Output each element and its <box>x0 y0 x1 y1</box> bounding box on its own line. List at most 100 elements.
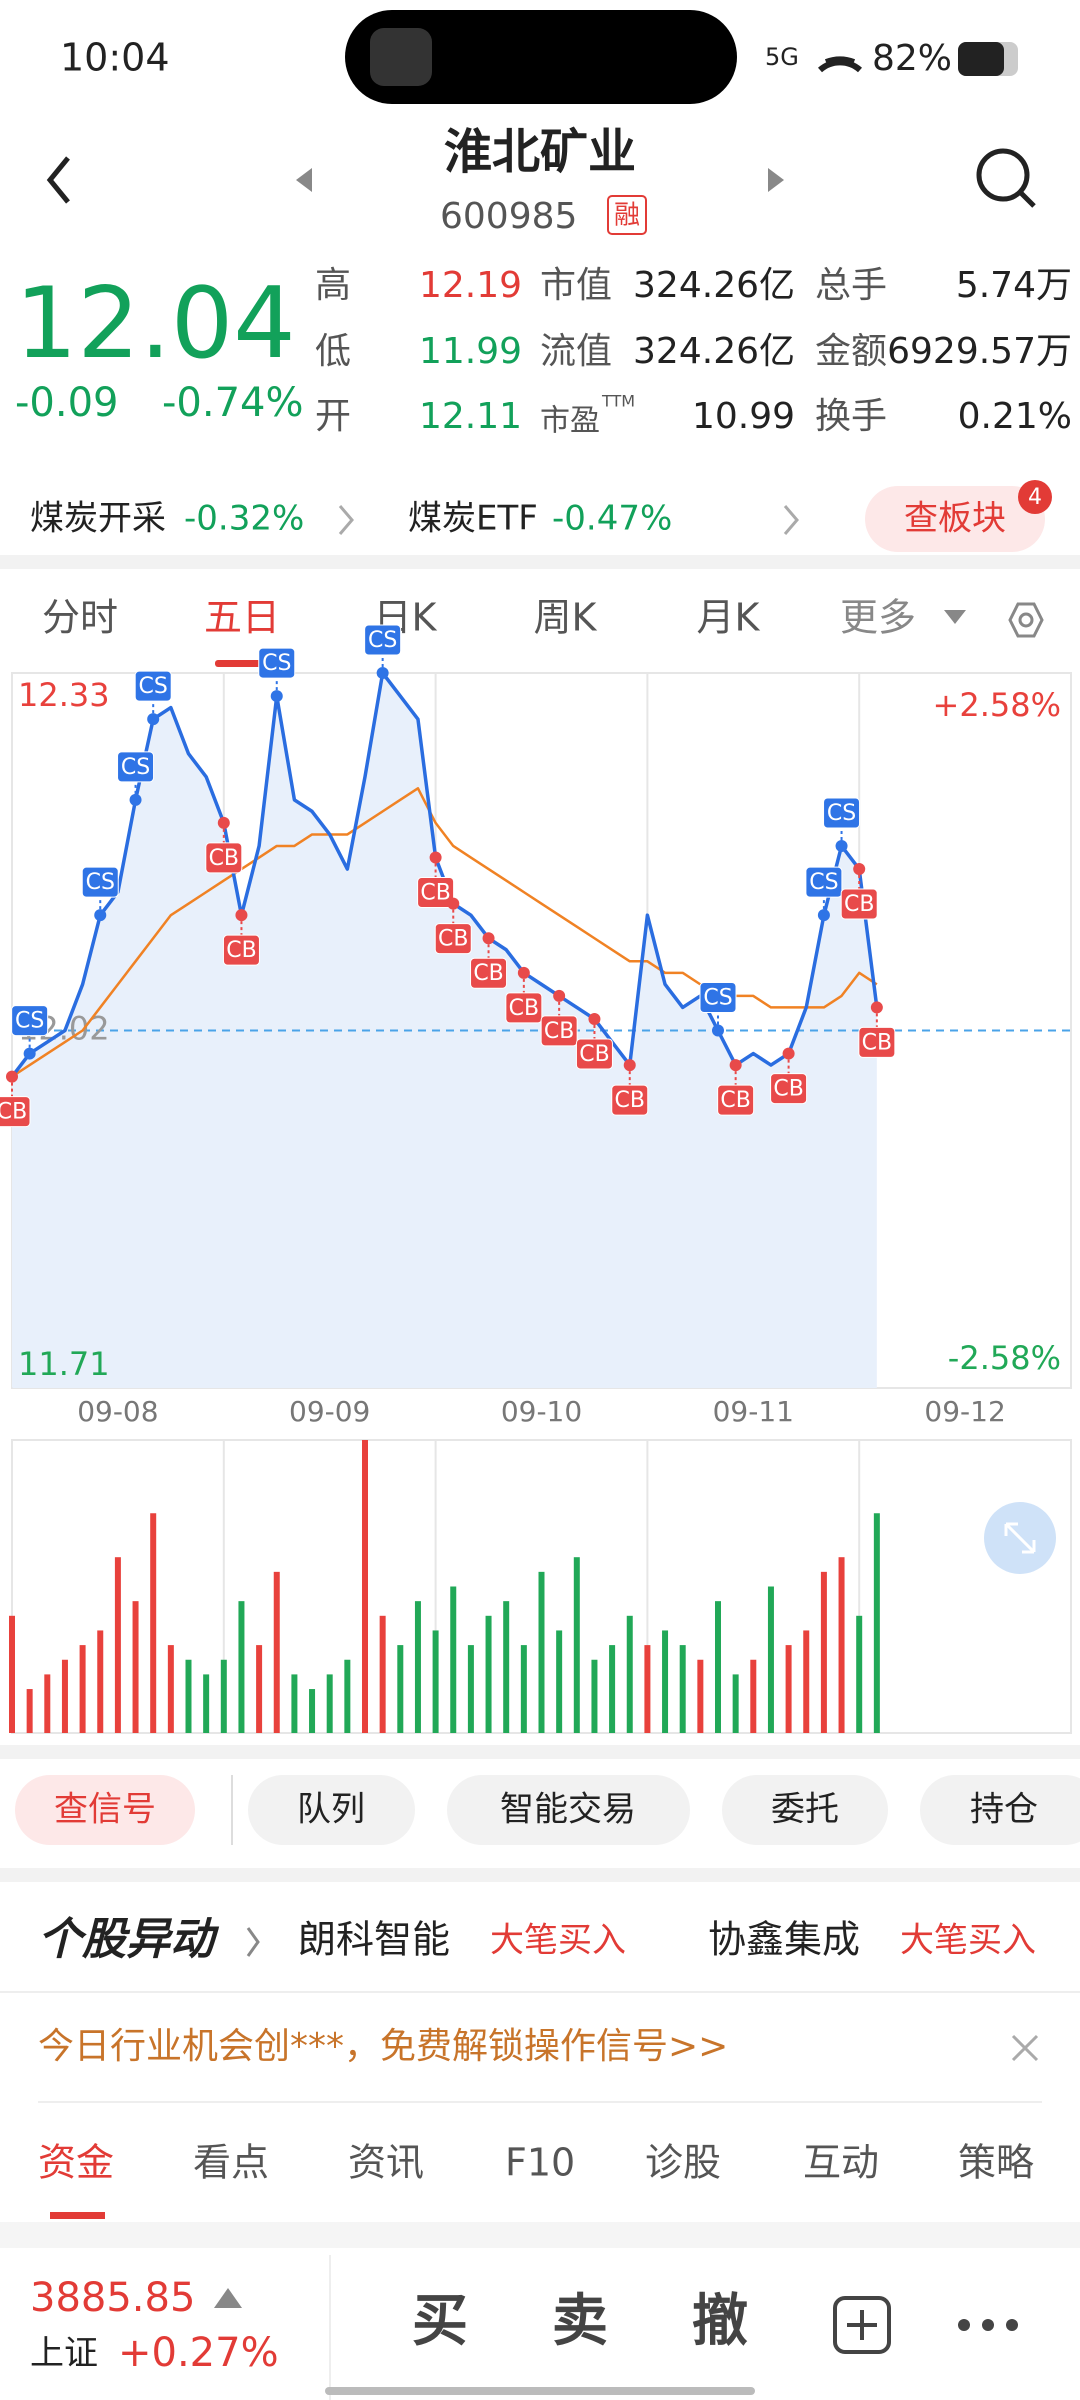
alert-event: 大笔买入 <box>490 1921 626 1961</box>
alert-stock[interactable]: 朗科智能 <box>298 1918 450 1962</box>
sell-button[interactable]: 卖 <box>552 2289 608 2354</box>
volume-bar <box>626 1615 633 1733</box>
tab[interactable]: 周K <box>534 596 598 640</box>
price-change-pct: -0.74% <box>162 380 304 426</box>
tab[interactable]: 更多 <box>840 596 916 640</box>
signal-label: CB <box>0 1100 27 1125</box>
network: 5G <box>765 43 799 71</box>
sector-button-bg[interactable] <box>865 486 1045 552</box>
stat-label: 开 <box>315 396 351 437</box>
volume-bar <box>697 1659 704 1733</box>
stat-value: 10.99 <box>692 396 795 437</box>
info-tab[interactable]: F10 <box>505 2141 575 2185</box>
action[interactable]: 委托 <box>771 1790 839 1830</box>
volume-bar <box>591 1659 598 1733</box>
x-tick-label: 09-11 <box>713 1395 794 1428</box>
close-promo[interactable] <box>1011 2034 1039 2062</box>
stat-value: 6929.57万 <box>887 331 1072 372</box>
expand-icon <box>1004 1522 1036 1554</box>
tab[interactable]: 月K <box>697 596 761 640</box>
signal-label: CS <box>809 870 838 895</box>
action-bg[interactable] <box>920 1775 1080 1845</box>
signal-label: CB <box>438 927 468 952</box>
volume-bar <box>44 1674 51 1733</box>
signal-box <box>858 1026 896 1058</box>
info-tab[interactable]: 资讯 <box>348 2141 424 2185</box>
action[interactable]: 队列 <box>297 1790 365 1830</box>
x-tick-label: 09-12 <box>924 1395 1005 1428</box>
search-handle <box>1018 190 1036 208</box>
volume-bar <box>573 1557 580 1733</box>
signal-box <box>505 992 543 1024</box>
stat-label: 总手 <box>815 265 887 306</box>
action[interactable]: 查信号 <box>54 1790 156 1830</box>
next-stock[interactable] <box>768 168 784 192</box>
sector-name[interactable]: 煤炭ETF <box>408 499 538 539</box>
signal-box <box>805 866 843 898</box>
home-indicator <box>325 2387 755 2395</box>
stat-value: 0.21% <box>958 396 1072 437</box>
volume-bar <box>838 1557 845 1733</box>
last-price: 12.04 <box>15 267 296 381</box>
info-tab[interactable]: 互动 <box>803 2141 879 2185</box>
stat-value: 5.74万 <box>956 265 1072 306</box>
separator <box>0 1868 1080 1882</box>
info-tab[interactable]: 看点 <box>193 2141 269 2185</box>
x-tick-label: 09-08 <box>77 1395 158 1428</box>
back-button[interactable] <box>46 156 70 204</box>
sector-name[interactable]: 煤炭开采 <box>30 499 166 539</box>
chevron <box>783 505 799 535</box>
volume-bar <box>538 1571 545 1733</box>
price-chart: 09-08 09-09 09-10 09-11 09-1212.3312.0211.71… <box>0 624 1072 1734</box>
sector-change: -0.32% <box>184 499 304 539</box>
stat-value: 11.99 <box>419 331 522 372</box>
signal-box <box>11 1005 49 1037</box>
action-bg[interactable] <box>722 1775 888 1845</box>
volume-bar <box>79 1645 86 1733</box>
y-tick-label: 11.71 <box>18 1345 110 1383</box>
signal-box <box>540 1015 578 1047</box>
stat-label: 流值 <box>540 331 612 372</box>
signal-box <box>840 888 878 920</box>
alert-title: 个股异动 <box>38 1914 220 1965</box>
signal-label: CB <box>473 961 503 986</box>
more-dot[interactable] <box>958 2319 970 2331</box>
alert-stock[interactable]: 协鑫集成 <box>708 1918 860 1962</box>
add-icon <box>847 2310 877 2340</box>
promo[interactable]: 今日行业机会创***，免费解锁操作信号>> <box>38 2026 728 2067</box>
settings-dot <box>1018 612 1034 628</box>
info-tab[interactable]: 策略 <box>958 2141 1034 2185</box>
buy-button[interactable]: 买 <box>412 2289 468 2354</box>
signal-box <box>205 842 243 874</box>
prev-stock[interactable] <box>296 168 312 192</box>
action-bg[interactable] <box>15 1775 195 1845</box>
signal-box <box>699 982 737 1013</box>
volume-bar <box>520 1645 527 1733</box>
volume-bar <box>256 1645 263 1733</box>
signal-box <box>258 647 296 679</box>
settings-icon[interactable] <box>1008 602 1044 638</box>
cancel-button[interactable]: 撤 <box>692 2289 748 2354</box>
stat-label: 高 <box>315 265 351 306</box>
volume-bar <box>291 1674 298 1733</box>
action[interactable]: 持仓 <box>970 1790 1038 1830</box>
signal-box <box>364 624 402 656</box>
sector-button[interactable]: 查板块 <box>904 499 1006 539</box>
signal-box <box>823 797 861 829</box>
info-tab[interactable]: 诊股 <box>645 2141 721 2185</box>
action-bg[interactable] <box>248 1775 415 1845</box>
volume-bar <box>873 1513 880 1733</box>
search-icon[interactable] <box>976 148 1030 202</box>
more-arrow <box>944 610 966 624</box>
info-tab-active[interactable]: 资金 <box>38 2141 114 2185</box>
signal-box <box>434 923 472 955</box>
action-bg[interactable] <box>447 1775 690 1845</box>
action[interactable]: 智能交易 <box>500 1790 636 1830</box>
tab[interactable]: 分时 <box>42 596 118 640</box>
add-button[interactable] <box>833 2296 891 2354</box>
price-change: -0.09 <box>15 380 119 426</box>
badge-dot <box>1018 480 1052 514</box>
volume-bar <box>856 1615 863 1733</box>
stat-sup: TTM <box>601 392 635 411</box>
tab-active[interactable]: 五日 <box>204 596 280 640</box>
